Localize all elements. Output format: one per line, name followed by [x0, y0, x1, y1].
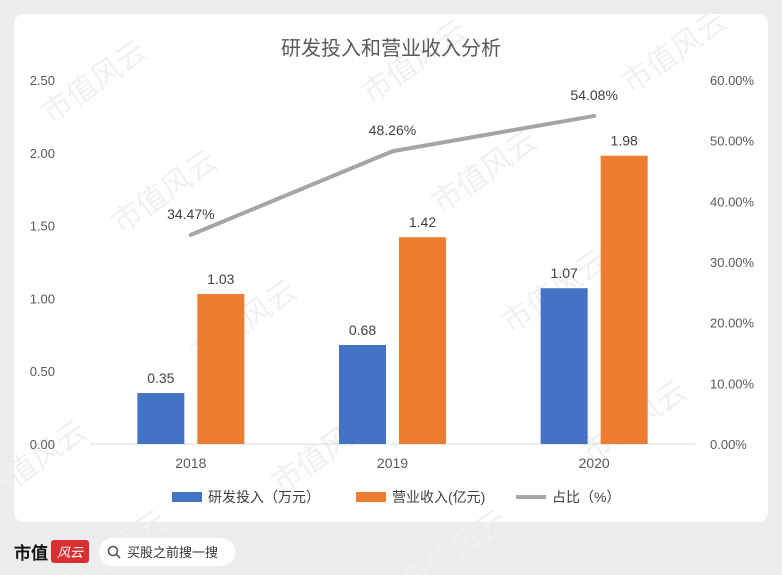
x-tick-label: 2018: [175, 455, 206, 471]
watermark-text: 市值风云: [106, 144, 223, 240]
bar-data-label: 0.68: [349, 322, 376, 338]
bar-data-label: 1.98: [611, 133, 638, 149]
line-data-label: 48.26%: [369, 122, 416, 138]
legend-label: 研发投入（万元）: [208, 489, 320, 505]
ratio-point: [390, 149, 395, 154]
legend-swatch: [356, 492, 386, 502]
y-right-tick-label: 50.00%: [710, 134, 755, 149]
legend-label: 营业收入(亿元): [392, 489, 485, 505]
bar-rd: [339, 344, 386, 444]
brand-logo[interactable]: 市值 风云: [14, 539, 90, 564]
search-placeholder: 买股之前搜一搜: [127, 545, 219, 560]
y-right-tick-label: 30.00%: [710, 255, 755, 270]
footer-bar: 市值 风云 买股之前搜一搜: [0, 528, 782, 575]
y-right-tick-label: 10.00%: [710, 376, 755, 391]
bar-rd: [137, 393, 185, 444]
x-tick-label: 2019: [377, 455, 408, 471]
bar-data-label: 1.03: [207, 271, 234, 287]
bar-revenue: [600, 155, 648, 444]
y-right-tick-label: 40.00%: [710, 194, 755, 209]
search-icon: [107, 545, 121, 559]
chart-title: 研发投入和营业收入分析: [281, 37, 501, 60]
y-right-tick-label: 60.00%: [710, 73, 755, 88]
line-data-label: 54.08%: [570, 87, 617, 103]
search-box[interactable]: 买股之前搜一搜: [99, 537, 236, 566]
ratio-point: [188, 232, 193, 237]
watermark-text: 市值风云: [0, 414, 93, 510]
bar-revenue: [399, 237, 446, 444]
bar-data-label: 0.35: [147, 370, 174, 386]
y-left-tick-label: 2.00: [30, 146, 55, 161]
y-right-tick-label: 20.00%: [710, 316, 755, 331]
y-left-tick-label: 0.00: [30, 437, 55, 452]
bar-revenue: [197, 294, 245, 444]
y-left-tick-label: 1.00: [30, 291, 55, 306]
legend-label: 占比（%）: [552, 489, 620, 505]
brand-badge: 风云: [51, 540, 90, 563]
y-right-tick-label: 0.00%: [710, 437, 747, 452]
y-left-tick-label: 0.50: [30, 364, 55, 379]
bar-data-label: 1.42: [409, 214, 436, 230]
ratio-point: [592, 113, 597, 118]
watermark-text: 市值风云: [356, 14, 473, 110]
legend-swatch: [172, 492, 202, 502]
y-left-tick-label: 2.50: [30, 73, 55, 88]
watermark-text: 市值风云: [426, 124, 543, 220]
bar-rd: [540, 288, 588, 444]
bar-data-label: 1.07: [551, 265, 578, 281]
y-left-tick-label: 1.50: [30, 219, 55, 234]
brand-text: 市值: [14, 544, 48, 564]
x-tick-label: 2020: [579, 455, 610, 471]
line-data-label: 34.47%: [167, 206, 214, 222]
